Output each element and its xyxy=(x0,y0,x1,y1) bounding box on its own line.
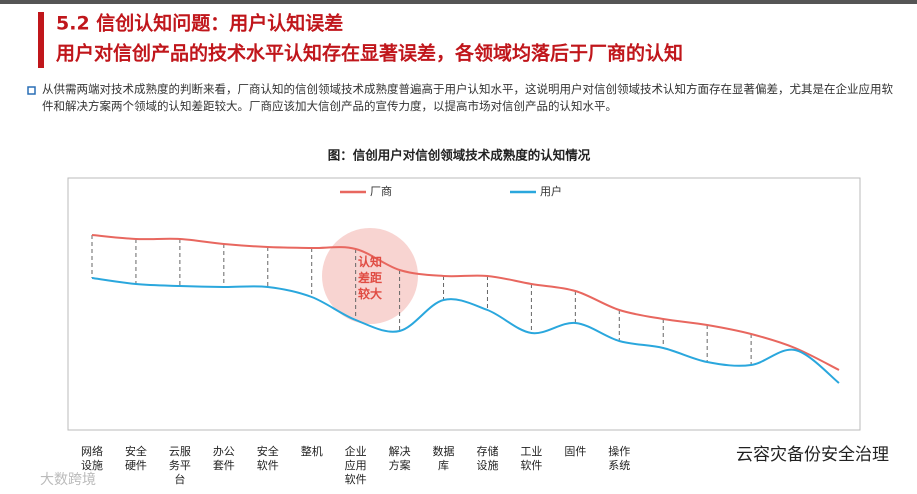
watermark: 大数跨境 xyxy=(40,472,96,488)
x-tick-label: 企业应用软件 xyxy=(345,444,367,486)
x-tick-label: 存储设施 xyxy=(476,444,498,472)
series-line xyxy=(91,277,840,384)
x-tick-label: 云服务平台 xyxy=(169,445,191,486)
title-accent xyxy=(38,12,44,68)
x-tick-label: 办公套件 xyxy=(213,445,235,472)
series-line xyxy=(91,234,840,371)
paragraph-box: 从供需两端对技术成熟度的判断来看，厂商认知的信创领域技术成熟度普遍高于用户认知水… xyxy=(42,82,893,113)
legend-label: 厂商 xyxy=(370,184,392,198)
x-tick-label: 操作系统 xyxy=(608,444,630,472)
chart-title: 图：信创用户对信创领域技术成熟度的认知情况 xyxy=(328,148,591,163)
x-tick-label: 安全硬件 xyxy=(125,444,147,472)
paragraph: 从供需两端对技术成熟度的判断来看，厂商认知的信创领域技术成熟度普遍高于用户认知水… xyxy=(42,82,893,113)
watermark: 云容灾备份安全治理 xyxy=(736,445,889,465)
x-tick-label: 整机 xyxy=(301,444,323,458)
x-tick-label: 网络设施 xyxy=(81,444,103,472)
top-bar xyxy=(0,0,917,4)
annotation: 认知差距较大 xyxy=(357,254,382,301)
title: 5.2 信创认知问题：用户认知误差 xyxy=(56,12,343,35)
bullet xyxy=(27,86,36,95)
plot-frame xyxy=(67,177,861,431)
legend-label: 用户 xyxy=(540,184,562,198)
x-tick-label: 安全软件 xyxy=(257,444,279,472)
x-tick-label: 解决方案 xyxy=(389,444,411,472)
x-tick-label: 工业软件 xyxy=(520,445,542,472)
x-tick-label: 固件 xyxy=(564,445,586,458)
subtitle: 用户对信创产品的技术水平认知存在显著误差，各领域均落后于厂商的认知 xyxy=(56,42,683,65)
highlight-circle xyxy=(322,228,418,324)
x-tick-label: 数据库 xyxy=(433,444,455,472)
